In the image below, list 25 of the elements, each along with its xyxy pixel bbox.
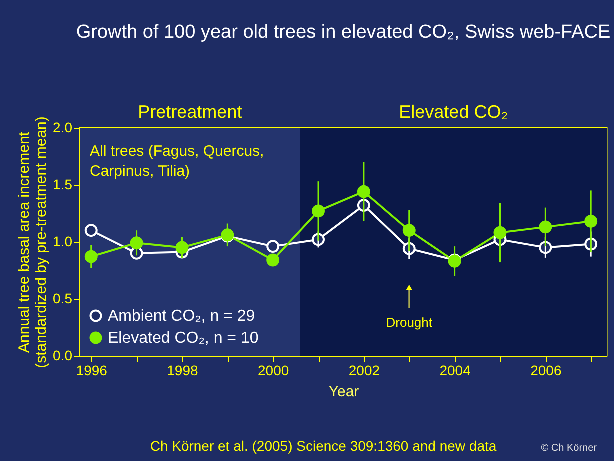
y-tick-label: 0.5 — [53, 290, 73, 306]
y-tick-label: 2.0 — [53, 120, 73, 136]
chart-title: Growth of 100 year old trees in elevated CO₂, Swiss web-FACE — [76, 22, 611, 43]
y-tick-label: 1.0 — [53, 234, 73, 250]
y-tick-label: 0.0 — [53, 348, 73, 364]
x-tick-label: 2000 — [258, 362, 290, 378]
x-axis-title: Year — [328, 384, 360, 400]
point — [266, 240, 280, 254]
text: Ch Körner et al. (2005) Science 309:1360 and new data — [150, 438, 497, 454]
text: © Ch Körner — [541, 443, 598, 454]
legend-label: Elevated CO₂, n = 10 — [108, 330, 259, 347]
point — [266, 254, 280, 267]
x-tick-label: 2002 — [348, 362, 380, 378]
legend-label: Ambient CO₂, n = 29 — [108, 308, 256, 325]
annotation: Drought — [386, 315, 433, 330]
annotation: All trees (Fagus, Quercus, Carpinus, Tilia) — [90, 143, 264, 180]
x-tick-label: 2006 — [530, 362, 562, 378]
x-tick-label: 1998 — [167, 362, 198, 378]
band-label: Elevated CO₂ — [399, 102, 508, 122]
band-label: Pretreatment — [138, 102, 242, 122]
y-axis-title: Annual tree basal area increment (standardized by pre-treatment mean) — [16, 116, 50, 368]
y-tick-label: 1.5 — [53, 176, 73, 192]
point — [84, 224, 98, 238]
x-tick-label: 2004 — [440, 362, 472, 378]
x-tick-label: 1996 — [76, 362, 108, 378]
